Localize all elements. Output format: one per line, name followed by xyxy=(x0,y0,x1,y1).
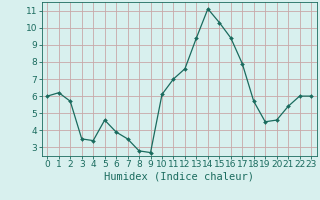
X-axis label: Humidex (Indice chaleur): Humidex (Indice chaleur) xyxy=(104,172,254,182)
